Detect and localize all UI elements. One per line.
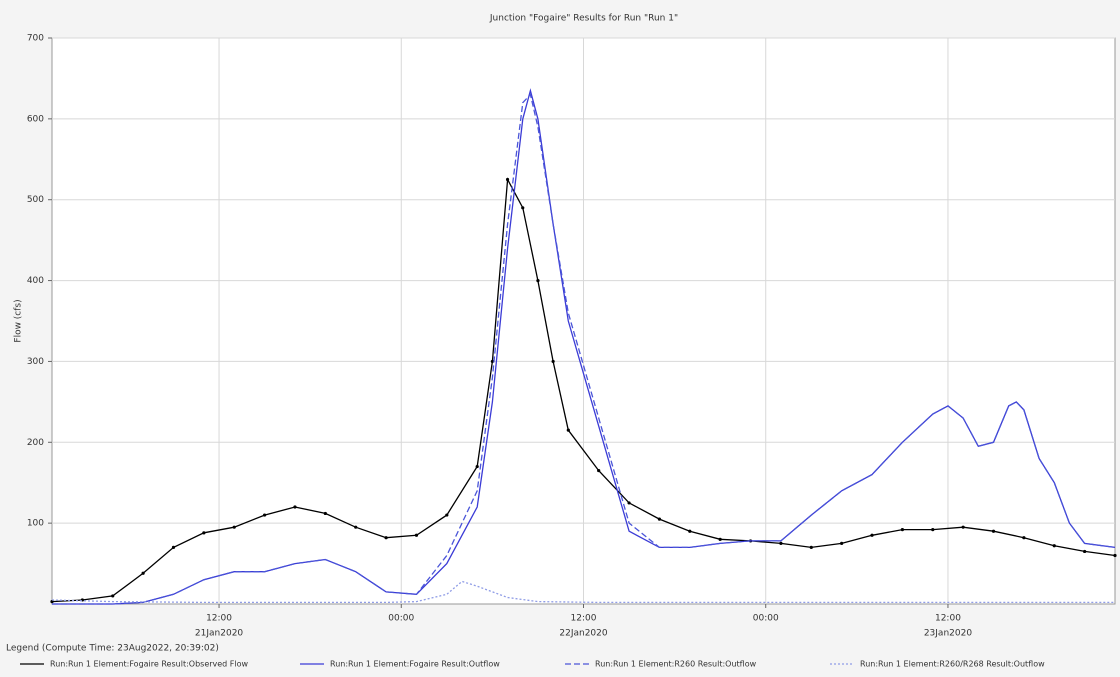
series-marker: [1052, 544, 1056, 548]
series-marker: [657, 517, 662, 521]
x-tick-label: 12:00: [935, 614, 961, 624]
series-marker: [1083, 549, 1087, 554]
x-date-label: 23Jan2020: [924, 629, 973, 639]
chart-title: Junction "Fogaire" Results for Run "Run …: [489, 14, 678, 24]
series-marker: [961, 525, 965, 529]
legend-label: Run:Run 1 Element:Fogaire Result:Observe…: [50, 660, 249, 669]
series-line: [52, 93, 1116, 605]
series-marker: [445, 513, 449, 517]
series-marker: [475, 464, 479, 469]
series-marker: [490, 359, 494, 364]
series-marker: [688, 529, 692, 533]
series-marker: [566, 428, 570, 432]
series-marker: [232, 525, 236, 529]
series-marker: [870, 533, 874, 537]
series-marker: [536, 278, 540, 283]
y-tick-label: 400: [27, 276, 44, 286]
series-marker: [202, 531, 206, 535]
series-marker: [840, 541, 844, 545]
legend-title: Legend (Compute Time: 23Aug2022, 20:39:0…: [6, 644, 219, 654]
series-line: [51, 580, 1115, 604]
y-tick-label: 300: [27, 357, 44, 367]
series-marker: [263, 513, 267, 517]
y-tick-label: 700: [27, 34, 44, 44]
series-marker: [323, 511, 327, 516]
series-marker: [597, 468, 601, 473]
series-marker: [1022, 536, 1026, 540]
series-marker: [627, 501, 631, 505]
x-tick-label: 00:00: [388, 614, 414, 624]
series-marker: [809, 545, 813, 550]
series-marker: [718, 537, 722, 541]
y-tick-label: 500: [27, 195, 44, 205]
series-marker: [505, 177, 510, 182]
series-marker: [384, 536, 388, 540]
y-tick-label: 600: [27, 114, 44, 124]
series-marker: [50, 599, 54, 604]
series-marker: [991, 529, 996, 533]
series-marker: [521, 206, 525, 210]
series-marker: [931, 528, 935, 532]
x-date-label: 22Jan2020: [559, 629, 608, 639]
y-tick-label: 200: [27, 438, 44, 448]
series-marker: [900, 528, 905, 532]
x-tick-label: 12:00: [571, 614, 597, 624]
series-marker: [293, 505, 297, 509]
series-marker: [141, 571, 145, 575]
series-marker: [171, 545, 176, 550]
x-tick-label: 12:00: [206, 614, 232, 624]
series-marker: [1113, 553, 1117, 558]
x-date-label: 21Jan2020: [195, 629, 244, 639]
series-marker: [414, 533, 419, 537]
y-tick-label: 100: [27, 519, 44, 529]
legend-label: Run:Run 1 Element:R260/R268 Result:Outfl…: [860, 660, 1045, 669]
series-marker: [779, 541, 783, 545]
x-tick-label: 00:00: [753, 614, 779, 624]
y-axis-label: Flow (cfs): [14, 299, 24, 342]
series-marker: [111, 594, 115, 598]
legend-label: Run:Run 1 Element:Fogaire Result:Outflow: [330, 660, 500, 669]
series-marker: [354, 525, 358, 529]
legend-label: Run:Run 1 Element:R260 Result:Outflow: [595, 660, 757, 669]
series-marker: [551, 359, 555, 364]
